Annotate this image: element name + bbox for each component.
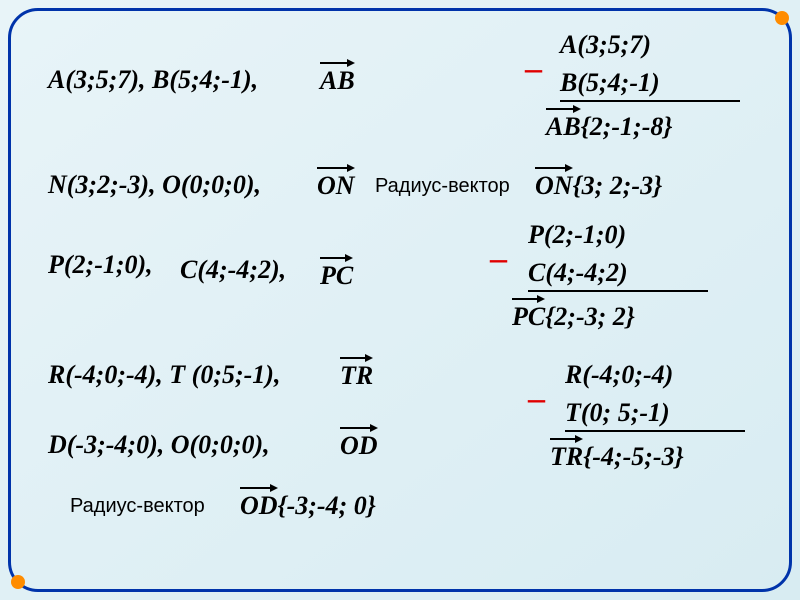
vec-on-icon: ON bbox=[317, 167, 355, 201]
line3-points-b: C(4;-4;2), bbox=[180, 255, 286, 285]
line2-result: ON{3; 2;-3} bbox=[535, 167, 662, 201]
line4-vec: TR bbox=[340, 357, 373, 391]
calc3-row1: P(2;-1;0) bbox=[528, 220, 708, 252]
calc1-minus: – bbox=[525, 50, 542, 88]
vec-tr-icon: TR bbox=[340, 357, 373, 391]
corner-accent-bl bbox=[11, 575, 25, 589]
vec-od-icon: OD bbox=[340, 427, 378, 461]
vec-on-result-icon: ON bbox=[535, 167, 573, 201]
corner-accent-tr bbox=[775, 11, 789, 25]
calc4-result: TR{-4;-5;-3} bbox=[550, 438, 684, 472]
line2-points: N(3;2;-3), O(0;0;0), bbox=[48, 170, 261, 200]
vec-od-result-icon: OD bbox=[240, 487, 278, 521]
content-area: A(3;5;7), B(5;4;-1), AB – A(3;5;7) B(5;4… bbox=[30, 20, 775, 580]
line5-vec: OD bbox=[340, 427, 378, 461]
line5-points: D(-3;-4;0), O(0;0;0), bbox=[48, 430, 270, 460]
calc4-row2: T(0; 5;-1) bbox=[565, 398, 745, 432]
line4-points: R(-4;0;-4), T (0;5;-1), bbox=[48, 360, 280, 390]
line2-vec: ON bbox=[317, 167, 355, 201]
line3-vec: PC bbox=[320, 257, 353, 291]
vec-tr-result-icon: TR bbox=[550, 438, 583, 472]
calc1-result: AB{2;-1;-8} bbox=[546, 108, 672, 142]
calc1-row2: B(5;4;-1) bbox=[560, 68, 740, 102]
calc1-row1: A(3;5;7) bbox=[560, 30, 740, 62]
line3-points-a: P(2;-1;0), bbox=[48, 250, 153, 280]
vec-ab-icon: AB bbox=[320, 62, 355, 96]
vec-pc-result-icon: PC bbox=[512, 298, 545, 332]
line1-points: A(3;5;7), B(5;4;-1), bbox=[48, 65, 258, 95]
vec-pc-icon: PC bbox=[320, 257, 353, 291]
line2-label: Радиус-вектор bbox=[375, 175, 510, 198]
calc4-row1: R(-4;0;-4) bbox=[565, 360, 745, 392]
calc3-row2: C(4;-4;2) bbox=[528, 258, 708, 292]
line1-vec: AB bbox=[320, 62, 355, 96]
calc3-minus: – bbox=[490, 240, 507, 278]
calc3-result: PC{2;-3; 2} bbox=[512, 298, 635, 332]
line6-result: OD{-3;-4; 0} bbox=[240, 487, 376, 521]
line6-label: Радиус-вектор bbox=[70, 495, 205, 518]
calc4-minus: – bbox=[528, 380, 545, 418]
vec-ab-result-icon: AB bbox=[546, 108, 581, 142]
